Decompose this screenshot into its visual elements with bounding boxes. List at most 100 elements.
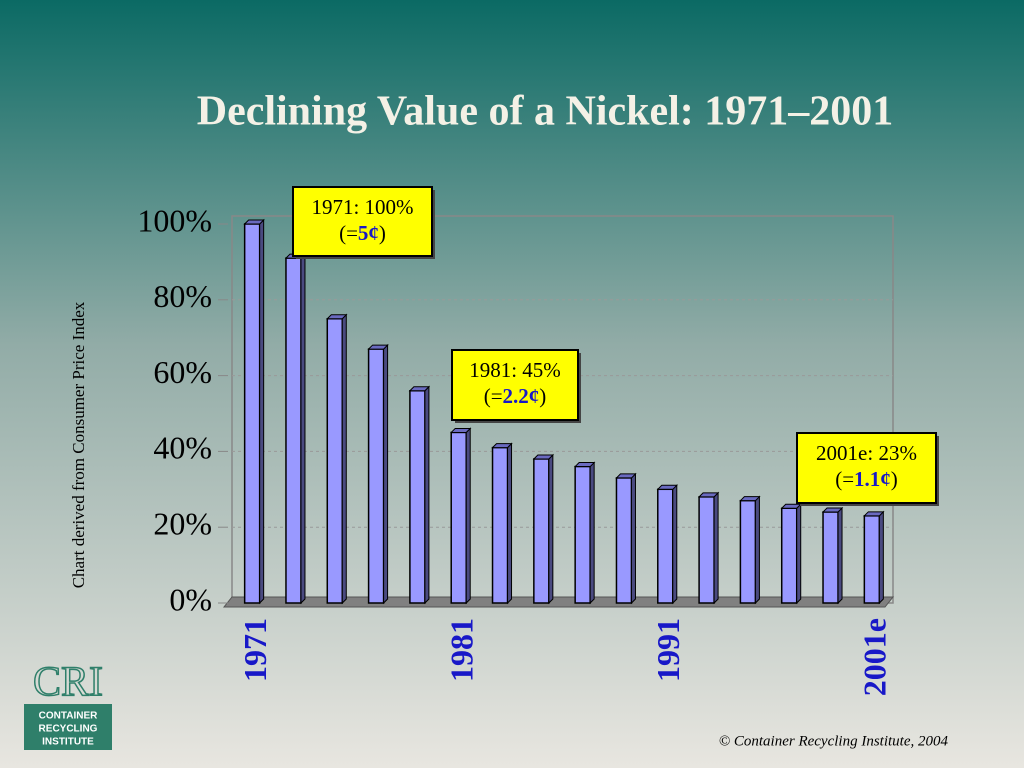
bar-front [574, 465, 591, 604]
bar [863, 510, 885, 605]
x-tick-label: 1971 [237, 618, 273, 682]
y-tick-label: 80% [153, 278, 212, 314]
x-tick-label: 1981 [444, 618, 480, 682]
bar-side [341, 313, 347, 605]
y-tick-label: 0% [169, 581, 212, 617]
bar [408, 385, 431, 605]
annotation-suffix: ) [891, 467, 898, 491]
bar-side [796, 503, 802, 605]
y-axis-label: Chart derived from Consumer Price Index [69, 301, 88, 588]
bar-side [754, 495, 760, 605]
logo-text: CONTAINER [39, 711, 98, 722]
footer: © Container Recycling Institute, 2004 [719, 733, 949, 749]
logo-text: RECYCLING [39, 724, 98, 735]
bar-side [548, 453, 554, 605]
x-tick-label: 1991 [650, 618, 686, 682]
bar-front [367, 348, 385, 604]
bar [450, 427, 472, 605]
bar [656, 484, 678, 605]
bar-side [878, 510, 884, 605]
bar-top [408, 386, 431, 392]
bar-front [326, 318, 344, 604]
bar-side [465, 427, 471, 605]
annotation-price-value: 1.1¢ [854, 467, 891, 491]
bar-front [450, 431, 467, 604]
annotation-text: 1981: 45% [469, 358, 561, 382]
bar-top [326, 314, 348, 320]
bar-front [739, 499, 757, 604]
bar-top [615, 473, 637, 479]
bar-side [589, 461, 595, 605]
bar [573, 461, 596, 605]
annotation-suffix: ) [539, 384, 546, 408]
annotation-price-value: 5¢ [358, 221, 379, 245]
bar-front [285, 257, 302, 604]
bar-top [863, 511, 885, 517]
bar-top [780, 503, 802, 509]
bar [697, 491, 720, 605]
bar-top [367, 344, 389, 350]
bar-top [573, 462, 596, 468]
logo-text: INSTITUTE [42, 737, 94, 748]
annotation-box [796, 432, 937, 504]
x-tick-label: 2001e [857, 618, 893, 696]
bar [780, 503, 802, 605]
bar [243, 218, 265, 605]
bar [739, 495, 761, 605]
y-tick-label: 20% [153, 506, 212, 542]
logo-mark: CRI [33, 660, 103, 706]
bar-front [491, 446, 509, 604]
bar-front [409, 390, 426, 604]
bar [491, 442, 513, 605]
annotation-prefix: (= [835, 467, 854, 491]
bar-top [450, 427, 472, 433]
bar-side [837, 506, 843, 605]
annotation-text: 1971: 100% [311, 195, 413, 219]
bar [326, 313, 348, 605]
bar-top [697, 492, 720, 498]
bar-side [630, 472, 636, 605]
annotation-price: (=5¢) [339, 221, 386, 245]
bar-side [383, 343, 389, 605]
annotation-prefix: (= [484, 384, 503, 408]
annotation-price: (=1.1¢) [835, 467, 898, 491]
bar-top [821, 507, 844, 513]
bar [615, 472, 637, 605]
bar-side [424, 385, 430, 605]
bar [821, 506, 844, 605]
bar [367, 343, 389, 605]
bar-front [657, 488, 674, 604]
logo-box [24, 704, 112, 750]
annotation-box [292, 186, 433, 257]
bar [284, 252, 307, 605]
bar-top [243, 219, 265, 225]
bar-front [615, 477, 633, 604]
annotation-suffix: ) [379, 221, 386, 245]
floor [222, 596, 895, 608]
bar-front [780, 507, 798, 604]
bar-side [259, 218, 265, 605]
bar-side [507, 442, 513, 605]
bar-top [656, 484, 678, 490]
bar-side [300, 252, 306, 605]
bar-top [491, 443, 513, 449]
bar-top [532, 454, 555, 460]
annotation-box [451, 349, 579, 421]
bar-front [698, 496, 715, 604]
bar-top [739, 496, 761, 502]
annotation-price: (=2.2¢) [484, 384, 547, 408]
bar-front [822, 511, 839, 604]
bar-front [533, 458, 550, 604]
chart-title: Declining Value of a Nickel: 1971–2001 [197, 89, 894, 135]
y-tick-label: 60% [153, 354, 212, 390]
bar-side [713, 491, 719, 605]
bar [532, 453, 555, 605]
annotation-price-value: 2.2¢ [503, 384, 540, 408]
plot-wall [231, 215, 894, 604]
annotation-text: 2001e: 23% [816, 441, 917, 465]
annotation-prefix: (= [339, 221, 358, 245]
bar-front [243, 223, 261, 604]
y-tick-label: 100% [137, 202, 212, 238]
y-tick-label: 40% [153, 430, 212, 466]
